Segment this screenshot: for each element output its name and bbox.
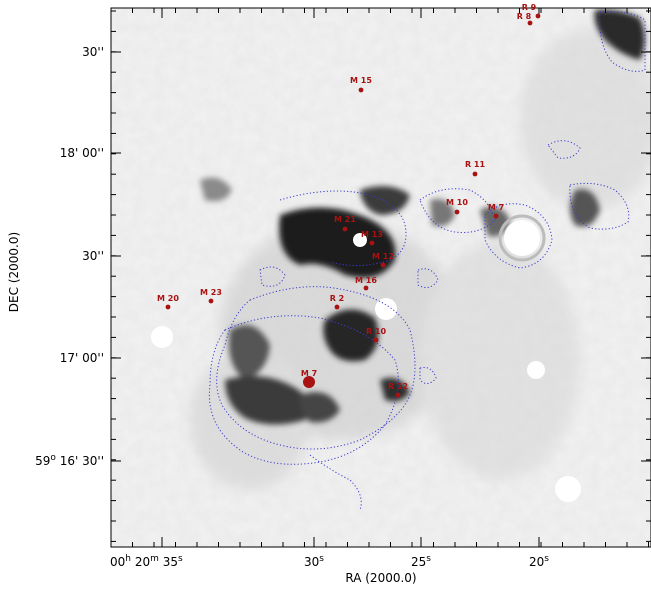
source-dot bbox=[363, 285, 369, 291]
source-marker: M 23 bbox=[200, 288, 222, 304]
bright-stars bbox=[151, 214, 581, 502]
y-tick-label: 30'' bbox=[82, 249, 104, 263]
source-label: M 10 bbox=[446, 198, 468, 207]
plot-frame bbox=[110, 7, 651, 548]
source-label: R 11 bbox=[465, 160, 486, 169]
source-label: M 15 bbox=[350, 76, 372, 85]
source-marker: R 10 bbox=[366, 327, 387, 343]
y-tick-label: 18' 00'' bbox=[60, 146, 104, 160]
source-dot bbox=[454, 209, 460, 215]
source-markers: R 9R 8 M 15 R 11 M 10 M 7 M 21 M 13 M 12 M 16 M 2… bbox=[157, 3, 541, 398]
contour-lines bbox=[208, 11, 646, 511]
source-marker: R 8 bbox=[517, 12, 533, 26]
source-label: M 21 bbox=[334, 215, 356, 224]
source-label: M 13 bbox=[361, 230, 383, 239]
source-marker: R 11 bbox=[465, 160, 486, 177]
source-marker: M 7 bbox=[301, 369, 317, 388]
source-dot bbox=[165, 304, 171, 310]
source-label: M 20 bbox=[157, 294, 179, 303]
source-label: R 2 bbox=[330, 294, 345, 303]
source-marker: M 20 bbox=[157, 294, 179, 310]
x-tick-label: 00h 20m 35s bbox=[110, 554, 183, 569]
source-dot bbox=[380, 262, 386, 268]
x-axis-label: RA (2000.0) bbox=[345, 571, 416, 585]
source-marker: M 15 bbox=[350, 76, 372, 93]
source-marker: M 21 bbox=[334, 215, 356, 232]
source-dot bbox=[373, 337, 379, 343]
source-marker: M 10 bbox=[446, 198, 468, 215]
source-marker: R 2 bbox=[330, 294, 345, 310]
source-label: M 16 bbox=[355, 276, 377, 285]
source-dot bbox=[369, 240, 375, 246]
source-label: R 9 bbox=[522, 3, 537, 12]
source-dot bbox=[358, 87, 364, 93]
source-dot bbox=[527, 20, 533, 26]
source-label: R 10 bbox=[366, 327, 387, 336]
source-label: R 8 bbox=[517, 12, 532, 21]
source-marker: M 7 bbox=[488, 203, 504, 219]
x-tick-label: 25s bbox=[411, 554, 431, 569]
source-dot bbox=[303, 376, 315, 388]
source-dot bbox=[334, 304, 340, 310]
source-dot bbox=[472, 171, 478, 177]
axis-ticks bbox=[110, 8, 651, 547]
x-tick-label: 30s bbox=[304, 554, 324, 569]
source-dot bbox=[535, 13, 541, 19]
source-label: R 12 bbox=[388, 382, 408, 391]
source-marker: R 12 bbox=[388, 382, 408, 398]
source-label: M 12 bbox=[372, 252, 394, 261]
source-marker: M 13 bbox=[361, 230, 383, 246]
x-tick-label: 20s bbox=[529, 554, 549, 569]
source-dot bbox=[395, 392, 401, 398]
source-dot bbox=[493, 213, 499, 219]
y-tick-label: 59o 16' 30'' bbox=[35, 453, 104, 468]
y-tick-label: 17' 00'' bbox=[60, 351, 104, 365]
source-dot bbox=[208, 298, 214, 304]
source-label: M 23 bbox=[200, 288, 222, 297]
y-axis-label: DEC (2000.0) bbox=[7, 232, 21, 312]
source-label: M 7 bbox=[301, 369, 317, 378]
source-dot bbox=[342, 226, 348, 232]
source-marker: M 16 bbox=[355, 276, 377, 291]
source-marker: R 9 bbox=[522, 3, 541, 19]
y-tick-label: 30'' bbox=[82, 45, 104, 59]
source-marker: M 12 bbox=[372, 252, 394, 268]
source-label: M 7 bbox=[488, 203, 504, 212]
grayscale-image bbox=[111, 8, 651, 547]
